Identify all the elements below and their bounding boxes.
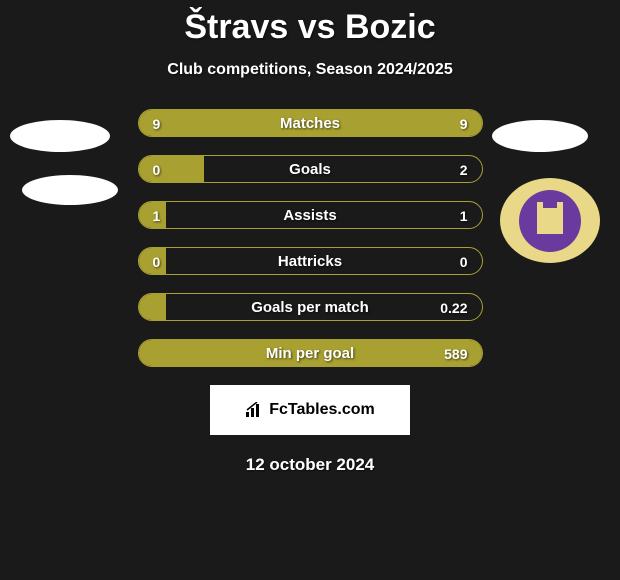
stat-row-hattricks: 0 Hattricks 0 [138, 247, 483, 275]
player-right-placeholder [492, 120, 588, 152]
footer-banner-text: FcTables.com [269, 401, 375, 419]
team-badge-right [500, 178, 600, 263]
stat-label: Goals [139, 156, 482, 183]
stat-container: 9 Matches 9 0 Goals 2 1 Assists 1 0 Hatt… [138, 109, 483, 367]
stat-right-value: 1 [460, 202, 468, 229]
stat-row-goals: 0 Goals 2 [138, 155, 483, 183]
player-left-placeholder-2 [22, 175, 118, 205]
footer-banner[interactable]: FcTables.com [210, 385, 410, 435]
stat-label: Hattricks [139, 248, 482, 275]
stat-label: Min per goal [139, 340, 482, 367]
stat-label: Assists [139, 202, 482, 229]
stat-row-matches: 9 Matches 9 [138, 109, 483, 137]
subtitle: Club competitions, Season 2024/2025 [0, 61, 620, 79]
stat-right-value: 589 [444, 340, 467, 367]
stat-right-value: 0 [460, 248, 468, 275]
stat-row-mpg: Min per goal 589 [138, 339, 483, 367]
stat-row-assists: 1 Assists 1 [138, 201, 483, 229]
stat-row-gpm: Goals per match 0.22 [138, 293, 483, 321]
stat-label: Goals per match [139, 294, 482, 321]
chart-icon [245, 402, 263, 418]
stat-label: Matches [139, 110, 482, 137]
player-left-placeholder-1 [10, 120, 110, 152]
footer-date: 12 october 2024 [0, 455, 620, 475]
stat-right-value: 0.22 [440, 294, 467, 321]
stat-right-value: 2 [460, 156, 468, 183]
stat-right-value: 9 [460, 110, 468, 137]
page-title: Štravs vs Bozic [0, 0, 620, 47]
